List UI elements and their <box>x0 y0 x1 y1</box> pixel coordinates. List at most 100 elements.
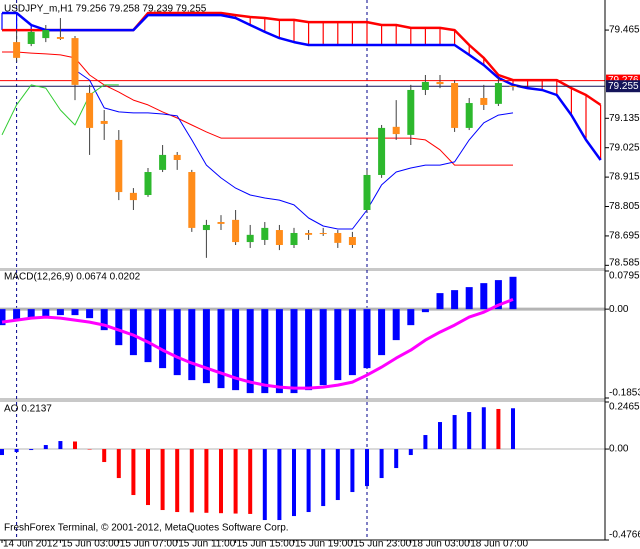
x-tick-label: 15 Jun 19:00 <box>295 539 353 549</box>
candle-body <box>173 154 181 160</box>
histogram-bar <box>467 412 472 450</box>
candle-body <box>465 103 473 128</box>
histogram-bar <box>305 309 313 391</box>
histogram-bar <box>334 309 342 381</box>
histogram-bar <box>27 309 35 319</box>
panel-separator <box>0 268 605 271</box>
candle-body <box>261 227 269 240</box>
histogram-bar <box>407 309 415 326</box>
histogram-bar <box>233 449 238 514</box>
y-tick-label: 78.915 <box>609 172 640 183</box>
candle-body <box>436 81 444 85</box>
x-tick-label: 15 Jun 11:00 <box>178 539 236 549</box>
candle-body <box>115 139 123 193</box>
y-tick-label: -0.1853 <box>609 388 640 399</box>
histogram-bar <box>189 449 194 513</box>
x-tick-label: 15 Jun 03:00 <box>61 539 119 549</box>
histogram-bar <box>319 309 327 386</box>
histogram-bar <box>115 309 123 346</box>
x-tick-label: 18 Jun 03:00 <box>412 539 470 549</box>
histogram-bar <box>102 449 107 463</box>
x-tick-label: 15 Jun 15:00 <box>237 539 295 549</box>
candle-body <box>246 234 254 243</box>
plot-area <box>0 0 605 540</box>
y-tick-label: 79.135 <box>609 113 640 124</box>
histogram-bar <box>423 435 428 450</box>
histogram-bar <box>0 309 6 326</box>
candle-body <box>129 192 137 201</box>
histogram-bar <box>202 309 210 384</box>
chart-title: USDJPY_m,H1 79.256 79.258 79.239 79.255 <box>4 4 207 15</box>
histogram-bar <box>58 441 63 450</box>
histogram-bar <box>71 309 79 316</box>
y-tick-label: -0.4766 <box>609 530 640 541</box>
histogram-bar <box>188 309 196 381</box>
histogram-bar <box>394 449 399 469</box>
indicator-line <box>74 69 514 230</box>
y-tick-label: 78.695 <box>609 231 640 242</box>
histogram-bar <box>494 280 502 310</box>
histogram-bar <box>509 276 517 310</box>
y-tick-label: 79.025 <box>609 142 640 153</box>
histogram-bar <box>438 422 442 450</box>
candle-body <box>334 232 342 243</box>
candle-body <box>480 97 488 105</box>
histogram-bar <box>13 309 21 321</box>
candle-body <box>159 154 167 170</box>
candle-body <box>319 232 327 235</box>
cloud-line <box>2 11 602 161</box>
candle-body <box>188 172 196 228</box>
histogram-bar <box>306 449 311 513</box>
candle-body <box>451 83 459 128</box>
histogram-bar <box>335 449 340 501</box>
histogram-bar <box>73 441 77 450</box>
histogram-bar <box>14 449 19 453</box>
indicator-line <box>2 51 513 166</box>
histogram-bar <box>292 449 296 517</box>
histogram-bar <box>56 309 64 316</box>
y-tick-label: 78.585 <box>609 258 640 269</box>
histogram-bar <box>277 449 282 521</box>
candle-body <box>56 37 64 39</box>
panel-separator <box>0 398 605 402</box>
histogram-bar <box>100 309 108 331</box>
candle-body <box>27 31 35 44</box>
candle-body <box>494 83 502 104</box>
histogram-bar <box>217 309 225 389</box>
histogram-bar <box>451 290 459 310</box>
signal-line <box>1 298 514 390</box>
histogram-bar <box>146 449 150 506</box>
x-tick-label: 14 Jun 2012 <box>3 539 58 549</box>
histogram-bar <box>511 408 515 450</box>
x-tick-label: 18 Jun 07:00 <box>470 539 528 549</box>
candle-body <box>407 89 415 135</box>
candle-body <box>421 81 429 90</box>
x-tick-label: 15 Jun 23:00 <box>353 539 411 549</box>
candle-body <box>363 174 371 210</box>
histogram-bar <box>452 415 457 450</box>
histogram-bar <box>129 309 137 356</box>
histogram-bar <box>144 309 152 363</box>
histogram-bar <box>246 309 254 394</box>
histogram-bar <box>421 309 429 313</box>
histogram-bar <box>408 449 413 456</box>
histogram-bar <box>43 445 48 450</box>
histogram-bar <box>131 449 136 496</box>
x-tick-label: 15 Jun 07:00 <box>120 539 178 549</box>
histogram-bar <box>42 309 50 317</box>
price-label: 79.255 <box>608 81 639 92</box>
histogram-bar <box>379 449 384 479</box>
histogram-bar <box>321 449 326 507</box>
candle-body <box>71 38 79 85</box>
price-label-box <box>606 80 640 93</box>
footer: FreshForex Terminal, © 2001-2012, MetaQu… <box>4 523 289 534</box>
histogram-bar <box>290 309 298 394</box>
candle-body <box>392 126 400 135</box>
candle-body <box>348 236 356 246</box>
histogram-bar <box>173 309 181 376</box>
histogram-bar <box>175 449 180 513</box>
candle-body <box>290 232 298 246</box>
y-tick-label: 0.0795 <box>609 271 640 282</box>
histogram-bar <box>204 449 209 513</box>
